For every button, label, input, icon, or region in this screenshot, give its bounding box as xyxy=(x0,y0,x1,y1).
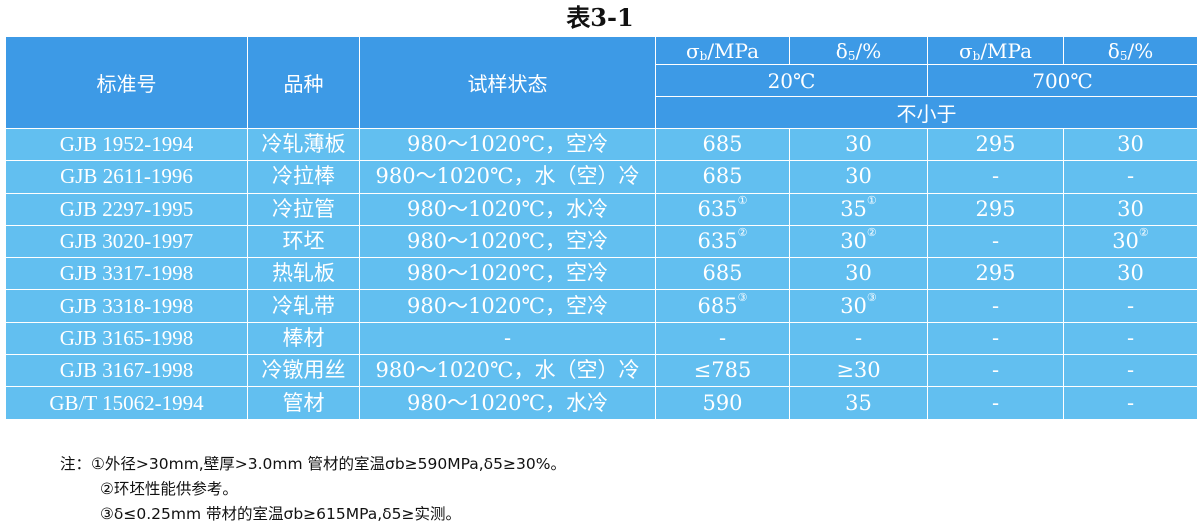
cell-variety: 冷镦用丝 xyxy=(247,354,360,388)
cell-variety: 棒材 xyxy=(247,321,360,356)
cell-delta-20: 30 xyxy=(789,160,928,194)
header-variety: 品种 xyxy=(247,36,360,129)
cell-condition: 980～1020℃，水冷 xyxy=(359,386,656,420)
cell-condition: 980～1020℃，空冷 xyxy=(359,127,656,162)
table-row: GJB 3167-1998 冷镦用丝 980～1020℃，水（空）冷 ≤785 … xyxy=(5,354,1198,388)
header-standard: 标准号 xyxy=(5,36,248,129)
cell-standard: GJB 3167-1998 xyxy=(5,354,248,388)
table-row: GJB 3317-1998 热轧板 980～1020℃，空冷 685 30 29… xyxy=(5,257,1198,291)
cell-sigma-20: 590 xyxy=(655,386,790,420)
table-row: GJB 2611-1996 冷拉棒 980～1020℃，水（空）冷 685 30… xyxy=(5,160,1198,194)
table-row: GJB 3165-1998 棒材 - - - - - xyxy=(5,321,1198,356)
cell-sigma-700: - xyxy=(927,289,1064,323)
cell-delta-700: - xyxy=(1063,386,1198,420)
cell-sigma-20: 685 xyxy=(655,160,790,194)
cell-delta-20: 35 xyxy=(789,386,928,420)
cell-standard: GJB 2297-1995 xyxy=(5,192,248,226)
cell-delta-700: - xyxy=(1063,160,1198,194)
cell-delta-700: - xyxy=(1063,321,1198,356)
cell-standard: GJB 2611-1996 xyxy=(5,160,248,194)
cell-delta-20: 30 xyxy=(789,127,928,162)
header-sigma-700: σb/MPa xyxy=(927,36,1064,65)
cell-variety: 冷轧带 xyxy=(247,289,360,323)
cell-sigma-20: ≤785 xyxy=(655,354,790,388)
table-row: GJB 3318-1998 冷轧带 980～1020℃，空冷 685③ 30③ … xyxy=(5,289,1198,323)
cell-delta-700: - xyxy=(1063,289,1198,323)
cell-condition: 980～1020℃，空冷 xyxy=(359,289,656,323)
cell-delta-700: 30 xyxy=(1063,257,1198,291)
cell-variety: 热轧板 xyxy=(247,257,360,291)
table-title: 表3-1 xyxy=(566,3,634,32)
cell-condition: 980～1020℃，空冷 xyxy=(359,224,656,259)
cell-variety: 冷轧薄板 xyxy=(247,127,360,162)
cell-delta-20: ≥30 xyxy=(789,354,928,388)
cell-delta-700: 30 xyxy=(1063,192,1198,226)
cell-condition: 980～1020℃，水（空）冷 xyxy=(359,160,656,194)
header-temp-700: 700℃ xyxy=(927,64,1198,97)
cell-sigma-700: 295 xyxy=(927,257,1064,291)
cell-sigma-20: - xyxy=(655,321,790,356)
table-row: GJB 2297-1995 冷拉管 980～1020℃，水冷 635① 35① … xyxy=(5,192,1198,226)
footnote-3: ③δ≤0.25mm 带材的室温σb≥615MPa,δ5≥实测。 xyxy=(100,505,462,523)
footnote-1: 注：①外径>30mm,壁厚>3.0mm 管材的室温σb≥590MPa,δ5≥30… xyxy=(60,455,566,473)
table-row: GB/T 15062-1994 管材 980～1020℃，水冷 590 35 -… xyxy=(5,386,1198,420)
table-row: GJB 1952-1994 冷轧薄板 980～1020℃，空冷 685 30 2… xyxy=(5,127,1198,162)
cell-delta-700: - xyxy=(1063,354,1198,388)
header-delta-20: δ5/% xyxy=(789,36,928,65)
cell-standard: GJB 1952-1994 xyxy=(5,127,248,162)
cell-condition: 980～1020℃，空冷 xyxy=(359,257,656,291)
cell-sigma-20: 635① xyxy=(655,192,790,226)
footnote-2: ②环坯性能供参考。 xyxy=(100,480,238,498)
cell-standard: GB/T 15062-1994 xyxy=(5,386,248,420)
cell-variety: 管材 xyxy=(247,386,360,420)
cell-variety: 冷拉管 xyxy=(247,192,360,226)
table-row: GJB 3020-1997 环坯 980～1020℃，空冷 635② 30② -… xyxy=(5,224,1198,259)
cell-sigma-700: 295 xyxy=(927,192,1064,226)
header-sigma-20: σb/MPa xyxy=(655,36,790,65)
properties-table: 标准号 品种 试样状态 σb/MPa δ5/% σb/MPa δ5/% 20℃ … xyxy=(5,36,1198,420)
cell-delta-20: 35① xyxy=(789,192,928,226)
cell-standard: GJB 3317-1998 xyxy=(5,257,248,291)
cell-delta-20: 30③ xyxy=(789,289,928,323)
cell-sigma-700: - xyxy=(927,386,1064,420)
cell-standard: GJB 3020-1997 xyxy=(5,224,248,259)
cell-delta-700: 30② xyxy=(1063,224,1198,259)
cell-delta-20: 30② xyxy=(789,224,928,259)
cell-delta-700: 30 xyxy=(1063,127,1198,162)
cell-sigma-700: - xyxy=(927,354,1064,388)
cell-sigma-20: 685 xyxy=(655,127,790,162)
cell-sigma-20: 685 xyxy=(655,257,790,291)
footnotes: 注：①外径>30mm,壁厚>3.0mm 管材的室温σb≥590MPa,δ5≥30… xyxy=(60,452,566,527)
cell-condition: 980～1020℃，水冷 xyxy=(359,192,656,226)
cell-condition: 980～1020℃，水（空）冷 xyxy=(359,354,656,388)
cell-variety: 冷拉棒 xyxy=(247,160,360,194)
cell-sigma-20: 685③ xyxy=(655,289,790,323)
cell-standard: GJB 3318-1998 xyxy=(5,289,248,323)
cell-sigma-700: - xyxy=(927,160,1064,194)
cell-sigma-20: 635② xyxy=(655,224,790,259)
header-condition: 试样状态 xyxy=(359,36,656,129)
cell-sigma-700: 295 xyxy=(927,127,1064,162)
header-delta-700: δ5/% xyxy=(1063,36,1198,65)
header-temp-20: 20℃ xyxy=(655,64,928,97)
cell-delta-20: 30 xyxy=(789,257,928,291)
cell-delta-20: - xyxy=(789,321,928,356)
header-not-less-than: 不小于 xyxy=(655,96,1198,129)
cell-condition: - xyxy=(359,321,656,356)
cell-sigma-700: - xyxy=(927,224,1064,259)
cell-variety: 环坯 xyxy=(247,224,360,259)
cell-standard: GJB 3165-1998 xyxy=(5,321,248,356)
cell-sigma-700: - xyxy=(927,321,1064,356)
